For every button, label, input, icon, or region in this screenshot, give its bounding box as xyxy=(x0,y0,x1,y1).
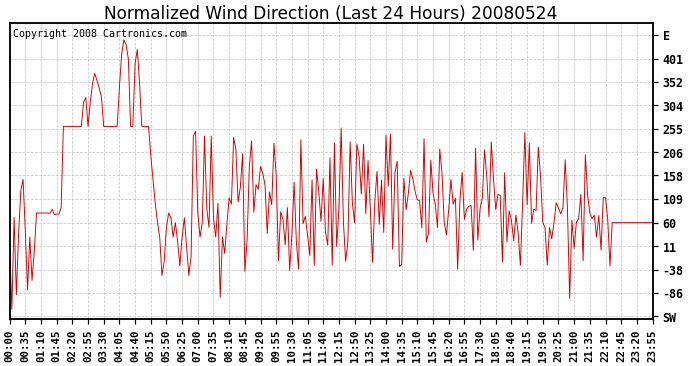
Text: Copyright 2008 Cartronics.com: Copyright 2008 Cartronics.com xyxy=(13,29,186,39)
Title: Normalized Wind Direction (Last 24 Hours) 20080524: Normalized Wind Direction (Last 24 Hours… xyxy=(105,5,558,23)
